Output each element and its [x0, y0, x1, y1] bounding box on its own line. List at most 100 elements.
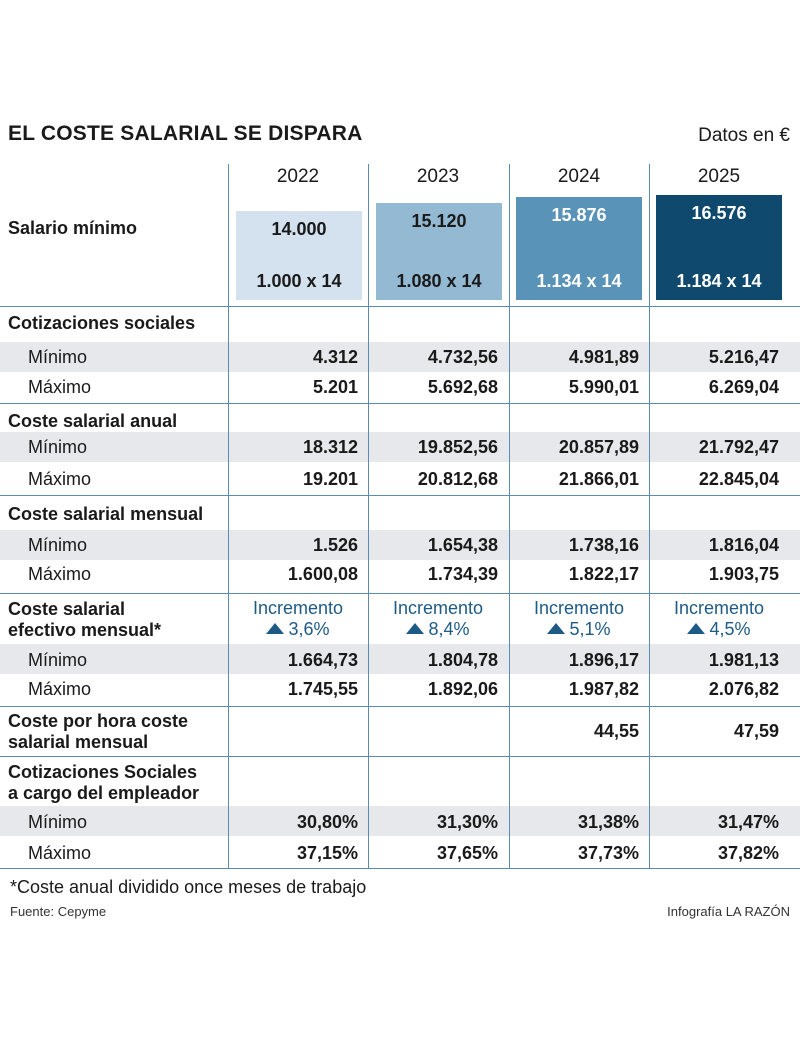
row-sublabel-minimo: Mínimo	[28, 812, 88, 832]
up-triangle-icon	[547, 623, 566, 634]
row-label-salario-minimo: Salario mínimo	[8, 218, 138, 238]
row-sublabel-maximo: Máximo	[28, 564, 92, 584]
cell-min-cotizaciones-empleador: 31,30%	[436, 812, 498, 832]
salary-box: 15.876 1.134 x 14	[516, 197, 642, 300]
cell-min-coste-anual: 18.312	[302, 437, 358, 457]
cell-min-coste-anual: 21.792,47	[698, 437, 779, 457]
increment-indicator: Incremento 3,6%	[228, 598, 368, 640]
increment-indicator: Incremento 4,5%	[649, 598, 789, 640]
row-sublabel-minimo: Mínimo	[28, 535, 88, 555]
cell-max-coste-efectivo: 1.987,82	[568, 679, 639, 699]
cell-max-coste-efectivo: 1.745,55	[287, 679, 358, 699]
salary-monthly-value: 1.184 x 14	[676, 271, 762, 291]
increment-label: Incremento	[533, 598, 625, 618]
row-divider	[0, 706, 800, 707]
row-band	[0, 530, 800, 560]
cell-max-cotizaciones: 5.692,68	[427, 377, 498, 397]
column-divider	[509, 164, 510, 869]
increment-value: 3,6%	[288, 619, 330, 639]
cell-max-cotizaciones: 5.201	[312, 377, 358, 397]
increment-value: 4,5%	[709, 619, 751, 639]
row-label-cotizaciones: Cotizaciones sociales	[8, 313, 196, 333]
column-divider	[368, 164, 369, 869]
cell-max-cotizaciones-empleador: 37,73%	[577, 843, 639, 863]
cell-max-coste-mensual: 1.822,17	[568, 564, 639, 584]
cell-min-coste-efectivo: 1.664,73	[287, 650, 358, 670]
cell-min-coste-efectivo: 1.804,78	[427, 650, 498, 670]
cell-max-coste-efectivo: 1.892,06	[427, 679, 498, 699]
cell-min-cotizaciones: 4.312	[312, 347, 358, 367]
row-sublabel-minimo: Mínimo	[28, 347, 88, 367]
units-label: Datos en €	[698, 125, 790, 146]
cell-max-cotizaciones-empleador: 37,15%	[296, 843, 358, 863]
row-band	[0, 432, 800, 462]
increment-label: Incremento	[673, 598, 765, 618]
row-label-cotizaciones-empleador: Cotizaciones Sociales a cargo del emplead…	[8, 762, 200, 803]
footnote: *Coste anual dividido once meses de trab…	[10, 877, 367, 897]
row-band	[0, 644, 800, 674]
salary-annual-value: 15.876	[551, 205, 607, 225]
year-header: 2024	[557, 166, 601, 187]
salary-annual-value: 15.120	[411, 211, 467, 231]
cell-max-cotizaciones-empleador: 37,82%	[717, 843, 779, 863]
cell-min-cotizaciones-empleador: 31,38%	[577, 812, 639, 832]
row-label-coste-efectivo: Coste salarial efectivo mensual*	[8, 599, 162, 640]
cell-min-cotizaciones: 4.981,89	[568, 347, 639, 367]
row-divider	[0, 403, 800, 404]
row-band	[0, 342, 800, 372]
row-sublabel-minimo: Mínimo	[28, 650, 88, 670]
row-sublabel-maximo: Máximo	[28, 843, 92, 863]
source-label: Fuente: Cepyme	[10, 904, 107, 919]
cell-max-coste-anual: 22.845,04	[698, 469, 779, 489]
increment-value: 5,1%	[569, 619, 611, 639]
credit-label: Infografía LA RAZÓN	[667, 904, 790, 919]
column-divider	[228, 164, 229, 869]
row-divider	[0, 868, 800, 869]
up-triangle-icon	[687, 623, 706, 634]
cell-max-coste-mensual: 1.734,39	[427, 564, 498, 584]
row-label-coste-mensual: Coste salarial mensual	[8, 504, 204, 524]
cell-max-coste-anual: 19.201	[302, 469, 358, 489]
increment-value: 8,4%	[428, 619, 470, 639]
row-sublabel-maximo: Máximo	[28, 679, 92, 699]
salary-annual-value: 16.576	[691, 203, 747, 223]
salary-monthly-value: 1.000 x 14	[256, 271, 342, 291]
cell-min-coste-efectivo: 1.981,13	[708, 650, 779, 670]
cell-coste-hora: 47,59	[733, 721, 779, 741]
row-divider	[0, 756, 800, 757]
increment-label: Incremento	[252, 598, 344, 618]
row-divider	[0, 306, 800, 307]
up-triangle-icon	[266, 623, 285, 634]
cell-max-cotizaciones: 6.269,04	[708, 377, 779, 397]
cell-min-cotizaciones: 5.216,47	[708, 347, 779, 367]
increment-indicator: Incremento 8,4%	[368, 598, 508, 640]
year-header: 2023	[416, 166, 460, 187]
salary-monthly-value: 1.080 x 14	[396, 271, 482, 291]
cell-max-coste-efectivo: 2.076,82	[708, 679, 779, 699]
increment-indicator: Incremento 5,1%	[509, 598, 649, 640]
row-divider	[0, 495, 800, 496]
cell-min-cotizaciones: 4.732,56	[427, 347, 498, 367]
salary-monthly-value: 1.134 x 14	[536, 271, 622, 291]
column-divider	[649, 164, 650, 869]
salary-box: 15.120 1.080 x 14	[376, 203, 502, 300]
year-header: 2022	[276, 166, 320, 187]
cell-min-cotizaciones-empleador: 31,47%	[717, 812, 779, 832]
row-sublabel-minimo: Mínimo	[28, 437, 88, 457]
cell-max-coste-anual: 21.866,01	[558, 469, 639, 489]
chart-title: EL COSTE SALARIAL SE DISPARA	[8, 122, 363, 145]
cell-min-coste-mensual: 1.738,16	[568, 535, 639, 555]
row-band	[0, 806, 800, 836]
up-triangle-icon	[406, 623, 425, 634]
salary-box: 14.000 1.000 x 14	[236, 211, 362, 300]
cell-max-cotizaciones-empleador: 37,65%	[436, 843, 498, 863]
cell-max-coste-mensual: 1.903,75	[708, 564, 779, 584]
cell-min-cotizaciones-empleador: 30,80%	[296, 812, 358, 832]
row-label-coste-hora: Coste por hora coste salarial mensual	[8, 711, 189, 752]
year-header: 2025	[697, 166, 741, 187]
cell-min-coste-efectivo: 1.896,17	[568, 650, 639, 670]
cell-max-cotizaciones: 5.990,01	[568, 377, 639, 397]
row-label-coste-anual: Coste salarial anual	[8, 411, 178, 431]
cell-min-coste-mensual: 1.816,04	[708, 535, 779, 555]
salary-annual-value: 14.000	[271, 219, 327, 239]
